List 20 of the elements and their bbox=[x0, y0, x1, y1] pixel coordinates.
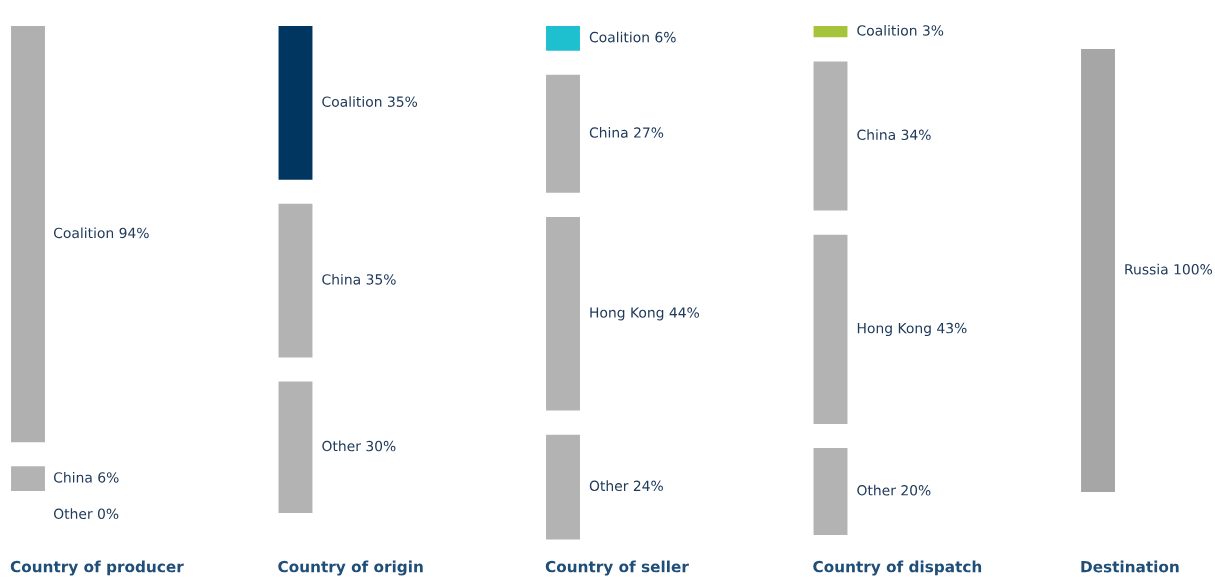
data-label: Coalition 6% bbox=[589, 31, 676, 43]
data-label: Coalition 94% bbox=[53, 227, 149, 239]
data-label: Other 24% bbox=[589, 480, 663, 492]
category-label: Country of dispatch bbox=[813, 560, 982, 576]
data-label: China 27% bbox=[589, 127, 664, 138]
data-label: Hong Kong 43% bbox=[857, 322, 967, 337]
data-label: China 6% bbox=[53, 471, 119, 483]
data-label: Other 20% bbox=[857, 484, 931, 496]
category-label: Country of seller bbox=[545, 560, 689, 576]
data-label: China 35% bbox=[322, 273, 396, 285]
data-label: Coalition 3% bbox=[857, 24, 944, 36]
category-label: Country of producer bbox=[10, 560, 184, 576]
data-label: Other 0% bbox=[53, 508, 119, 520]
data-label: Russia 100% bbox=[1125, 263, 1213, 275]
category-label: Destination bbox=[1081, 560, 1179, 573]
data-label: Coalition 35% bbox=[322, 96, 418, 107]
data-label: Other 30% bbox=[322, 440, 396, 452]
data-label: China 34% bbox=[857, 129, 931, 141]
category-label: Country of origin bbox=[278, 560, 423, 576]
data-label: Hong Kong 44% bbox=[590, 307, 700, 321]
